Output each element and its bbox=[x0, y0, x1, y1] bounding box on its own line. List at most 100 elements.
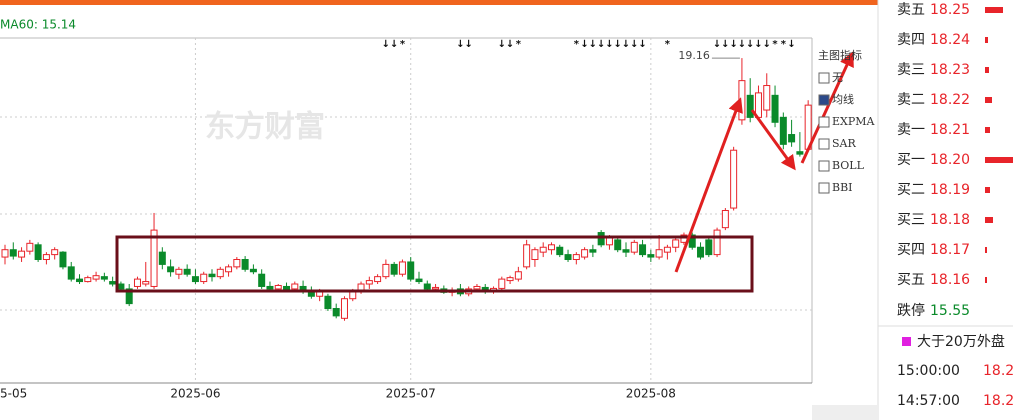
candle-body bbox=[788, 134, 796, 143]
candle-body bbox=[167, 266, 175, 273]
checkbox[interactable] bbox=[818, 72, 830, 84]
depth-bar bbox=[985, 187, 990, 193]
candle-body bbox=[473, 285, 481, 290]
candle-body bbox=[506, 277, 514, 282]
checkbox[interactable] bbox=[818, 94, 830, 106]
legend-swatch bbox=[902, 337, 911, 346]
book-price: 18.20 bbox=[930, 152, 970, 168]
candle-body bbox=[589, 249, 597, 253]
signal-marker: * bbox=[781, 39, 787, 50]
menu-option[interactable]: 无 bbox=[832, 71, 843, 84]
book-label: 买二 bbox=[897, 182, 925, 198]
signal-marker: * bbox=[772, 39, 778, 50]
candle-body bbox=[730, 149, 738, 209]
signal-marker: ↓ bbox=[597, 39, 605, 50]
candle-body bbox=[1, 249, 9, 258]
candle-body bbox=[639, 244, 647, 256]
signal-marker: ↓ bbox=[630, 39, 638, 50]
book-label: 买四 bbox=[897, 242, 925, 258]
candle-body bbox=[547, 244, 555, 251]
candle-body bbox=[796, 151, 804, 155]
candle-body bbox=[133, 278, 141, 287]
candle-body bbox=[208, 273, 216, 278]
candle-body bbox=[432, 286, 440, 290]
trade-price: 18.20 bbox=[983, 393, 1013, 409]
candle-body bbox=[655, 249, 663, 258]
menu-option[interactable]: SAR bbox=[832, 137, 856, 150]
signal-marker: ↓ bbox=[746, 39, 754, 50]
candle-body bbox=[672, 239, 680, 248]
candle-body bbox=[514, 271, 522, 280]
signal-marker: * bbox=[400, 39, 406, 50]
candle-body bbox=[340, 298, 348, 319]
book-label: 卖五 bbox=[897, 2, 925, 18]
candle-body bbox=[92, 275, 100, 280]
candle-body bbox=[390, 263, 398, 275]
menu-option[interactable]: BBI bbox=[832, 181, 853, 194]
candle-body bbox=[771, 94, 779, 123]
book-price: 15.55 bbox=[930, 303, 970, 319]
depth-bar bbox=[985, 97, 992, 103]
candle-body bbox=[76, 278, 84, 283]
signal-marker: ↓ bbox=[721, 39, 729, 50]
ma60-label: MA60: 15.14 bbox=[0, 18, 76, 32]
signal-marker: ↓ bbox=[622, 39, 630, 50]
candle-body bbox=[663, 246, 671, 253]
signal-marker: ↓ bbox=[382, 39, 390, 50]
signal-marker: * bbox=[574, 39, 580, 50]
x-tick-label: 5-05 bbox=[0, 387, 27, 401]
candle-body bbox=[258, 273, 266, 287]
signal-marker: ↓ bbox=[614, 39, 622, 50]
candle-body bbox=[697, 246, 705, 258]
book-price: 18.16 bbox=[930, 272, 970, 288]
candle-body bbox=[233, 259, 241, 268]
candle-body bbox=[109, 281, 117, 285]
candle-body bbox=[721, 210, 729, 229]
candle-body bbox=[407, 261, 415, 280]
book-price: 18.18 bbox=[930, 212, 970, 228]
candle-body bbox=[225, 266, 233, 273]
candle-body bbox=[605, 236, 613, 246]
signal-marker: ↓ bbox=[390, 39, 398, 50]
book-label: 买五 bbox=[897, 272, 925, 288]
candle-body bbox=[556, 246, 564, 256]
trade-time: 14:57:00 bbox=[897, 393, 960, 409]
candle-body bbox=[564, 254, 572, 261]
book-label: 买三 bbox=[897, 212, 925, 228]
signal-marker: ↓ bbox=[638, 39, 646, 50]
menu-option[interactable]: EXPMA bbox=[832, 115, 876, 128]
checkbox[interactable] bbox=[818, 138, 830, 150]
candle-body bbox=[200, 273, 208, 283]
legend-text: 大于20万外盘 bbox=[917, 333, 1005, 350]
menu-option[interactable]: BOLL bbox=[832, 159, 865, 172]
signal-marker: ↓ bbox=[506, 39, 514, 50]
checkbox[interactable] bbox=[818, 116, 830, 128]
arrow bbox=[674, 97, 743, 273]
x-tick-label: 2025-06 bbox=[170, 387, 220, 401]
candle-body bbox=[523, 244, 531, 268]
candle-body bbox=[241, 259, 249, 270]
menu-option[interactable]: 均线 bbox=[832, 92, 854, 106]
candle-body bbox=[291, 283, 299, 290]
candle-body bbox=[374, 276, 382, 283]
candle-body bbox=[150, 229, 158, 287]
candle-body bbox=[216, 268, 224, 278]
checkbox[interactable] bbox=[818, 182, 830, 194]
book-label: 跌停 bbox=[897, 302, 925, 319]
arrow bbox=[750, 109, 796, 171]
candle-body bbox=[142, 281, 150, 285]
order-book: 卖五 18.25 卖四 18.24 卖三 18.23 卖二 18.22 卖一 18.21 买一 18.… bbox=[878, 2, 1013, 409]
arrow bbox=[800, 51, 854, 164]
x-tick-label: 2025-07 bbox=[386, 387, 436, 401]
checkbox[interactable] bbox=[818, 160, 830, 172]
signal-marker: ↓ bbox=[754, 39, 762, 50]
signal-marker: ↓ bbox=[787, 39, 795, 50]
book-price: 18.24 bbox=[930, 32, 970, 48]
candle-body bbox=[84, 277, 92, 283]
signal-marker: ↓ bbox=[713, 39, 721, 50]
top-bar bbox=[0, 0, 878, 5]
book-price: 18.23 bbox=[930, 62, 970, 78]
watermark: 东方财富 bbox=[205, 110, 325, 145]
candle-body bbox=[274, 284, 282, 290]
signal-marker: ↓ bbox=[589, 39, 597, 50]
